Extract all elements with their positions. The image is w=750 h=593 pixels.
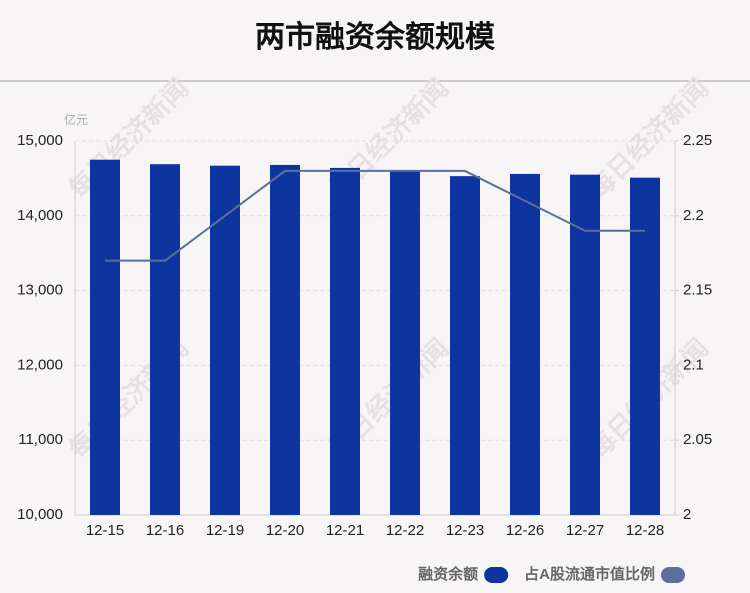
legend-swatch: [661, 567, 685, 583]
y2-tick-label: 2.2: [683, 207, 704, 224]
bar: [390, 170, 420, 516]
y-tick-label: 15,000: [17, 132, 63, 149]
y-unit: 亿元: [64, 112, 88, 127]
bar: [270, 164, 300, 515]
x-tick-label: 12-28: [626, 522, 664, 539]
bar: [150, 164, 180, 516]
x-tick-label: 12-16: [146, 522, 184, 539]
bar: [210, 165, 240, 515]
y2-tick-label: 2.05: [683, 431, 712, 448]
bar: [450, 176, 480, 515]
bar: [630, 177, 660, 516]
bar: [330, 167, 360, 516]
y-tick-label: 10,000: [17, 506, 63, 523]
y2-tick-label: 2.25: [683, 132, 712, 149]
y-tick-label: 12,000: [17, 356, 63, 373]
line: [105, 169, 645, 262]
y-tick-label: 11,000: [18, 431, 63, 448]
chart-title: 两市融资余额规模: [255, 20, 495, 54]
legend-label: 融资余额: [418, 565, 478, 583]
x-tick-label: 12-20: [266, 522, 304, 539]
y2-tick-label: 2.1: [683, 356, 704, 373]
x-tick-label: 12-23: [446, 522, 484, 539]
x-tick-label: 12-22: [386, 522, 424, 539]
x-tick-label: 12-26: [506, 522, 544, 539]
bar: [510, 173, 540, 516]
x-tick-label: 12-15: [86, 522, 124, 539]
legend-swatch: [484, 567, 509, 583]
y2-tick-label: 2.15: [683, 282, 712, 299]
y-tick-label: 14,000: [17, 207, 63, 224]
legend-label: 占A股流通市值比例: [524, 565, 655, 583]
x-tick-label: 12-19: [206, 522, 244, 539]
y-tick-label: 13,000: [17, 282, 63, 299]
x-tick-label: 12-27: [566, 522, 604, 539]
x-tick-label: 12-21: [326, 522, 364, 539]
bar: [90, 159, 120, 515]
y2-tick-label: 2: [683, 506, 691, 523]
